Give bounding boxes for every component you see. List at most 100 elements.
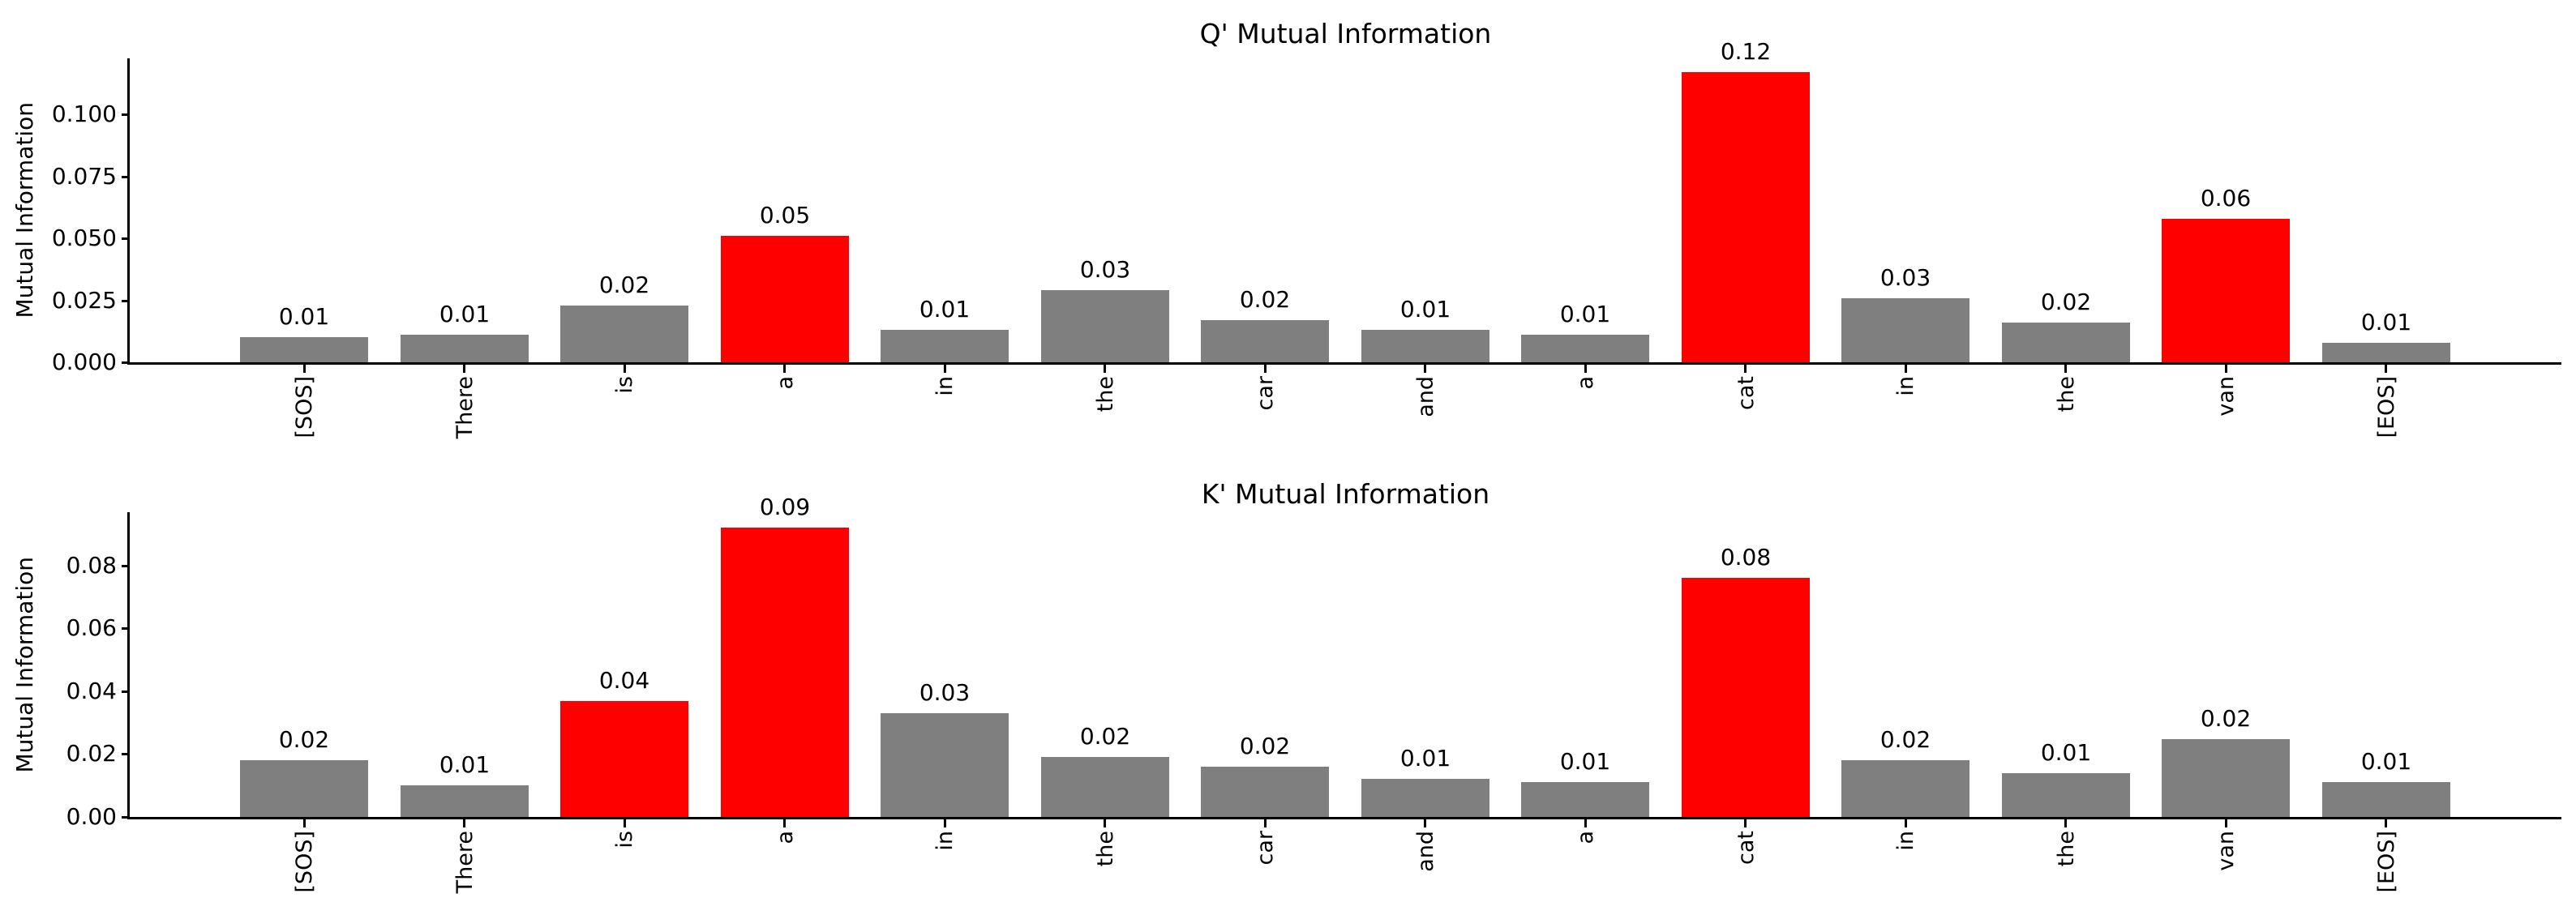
x-tick: [624, 819, 626, 827]
bar: [1041, 757, 1169, 817]
x-tick-label-text: cat: [1733, 831, 1759, 865]
bar-value-label: 0.08: [1720, 544, 1772, 571]
x-tick-label: is: [600, 376, 649, 394]
x-tick: [2225, 819, 2227, 827]
x-tick: [1424, 819, 1426, 827]
x-axis-spine: [127, 817, 2561, 819]
x-tick-label-text: There: [452, 831, 478, 894]
x-tick-label-text: cat: [1733, 376, 1759, 410]
x-tick: [1104, 365, 1106, 373]
x-tick-label: [EOS]: [2362, 831, 2411, 893]
x-tick-label-text: There: [452, 376, 478, 439]
y-tick-label: 0.04: [66, 678, 117, 704]
bar-value-label: 0.06: [2200, 185, 2252, 212]
x-tick: [783, 365, 786, 373]
bar: [240, 760, 368, 817]
x-tick-label: car: [1241, 831, 1289, 866]
bar: [881, 713, 1009, 817]
x-tick-label: is: [600, 831, 649, 849]
bar: [1841, 298, 1970, 362]
x-tick-label: a: [1561, 831, 1609, 844]
bar: [240, 337, 368, 362]
y-tick-label: 0.025: [51, 287, 117, 314]
bar-value-label: 0.02: [2040, 289, 2092, 315]
y-tick-label: 0.08: [66, 552, 117, 579]
x-tick-label-text: a: [1572, 831, 1598, 844]
x-tick-label-text: and: [1412, 376, 1438, 417]
x-tick: [2385, 819, 2387, 827]
bar: [1361, 330, 1489, 362]
x-tick-label-text: [EOS]: [2373, 831, 2399, 893]
bar: [1841, 760, 1970, 817]
y-tick-label: 0.02: [66, 740, 117, 767]
x-tick-label: There: [440, 831, 489, 893]
bar: [2322, 782, 2450, 817]
y-tick-label: 0.100: [51, 100, 117, 127]
bar: [1682, 72, 1810, 362]
x-tick-label: van: [2201, 831, 2250, 871]
bar: [1361, 779, 1489, 817]
bar: [721, 528, 849, 817]
x-tick-label: a: [1561, 376, 1609, 390]
x-tick-label: and: [1401, 831, 1450, 872]
x-tick-label-text: is: [611, 376, 637, 394]
x-tick-label: [EOS]: [2362, 376, 2411, 438]
x-tick: [1264, 365, 1267, 373]
x-tick-label: the: [1081, 831, 1129, 866]
x-tick: [463, 819, 465, 827]
x-tick-label-text: car: [1252, 831, 1278, 866]
x-tick-label-text: a: [772, 831, 798, 844]
x-tick: [944, 819, 946, 827]
x-tick: [624, 365, 626, 373]
x-tick-label-text: the: [2053, 376, 2079, 413]
x-tick-label: the: [2042, 831, 2090, 866]
bar: [2002, 773, 2130, 817]
bar-value-label: 0.02: [1239, 733, 1291, 759]
x-axis-spine: [127, 362, 2561, 365]
x-tick-label: [SOS]: [280, 831, 328, 893]
y-tick: [122, 113, 130, 116]
x-tick: [1905, 819, 1907, 827]
y-tick-label: 0.000: [51, 348, 117, 375]
x-tick-label-text: a: [772, 376, 798, 390]
y-axis-label-text: Mutual Information: [11, 102, 38, 319]
bar-value-label: 0.01: [1399, 745, 1451, 772]
bar: [560, 306, 688, 362]
x-tick-label-text: in: [932, 831, 958, 851]
bar-value-label: 0.01: [1399, 296, 1451, 323]
bar-value-label: 0.01: [1559, 301, 1611, 327]
x-tick-label: in: [920, 376, 969, 396]
bar-value-label: 0.03: [1879, 264, 1931, 291]
x-tick: [2064, 819, 2067, 827]
y-axis-label-text: Mutual Information: [11, 556, 38, 773]
x-tick-label-text: van: [2213, 376, 2239, 417]
bar: [721, 236, 849, 362]
x-tick: [463, 365, 465, 373]
y-axis-spine: [127, 58, 130, 365]
x-tick-label: the: [2042, 376, 2090, 412]
bar: [2162, 219, 2290, 362]
x-tick: [1104, 819, 1106, 827]
bar: [881, 330, 1009, 362]
x-tick-label-text: in: [1892, 376, 1918, 396]
x-tick: [1905, 365, 1907, 373]
bar-value-label: 0.02: [1239, 286, 1291, 313]
x-tick-label: [SOS]: [280, 376, 328, 438]
y-tick: [122, 176, 130, 178]
y-tick: [122, 627, 130, 630]
bar: [1521, 335, 1649, 362]
x-tick-label-text: the: [1092, 376, 1118, 413]
bar-value-label: 0.01: [919, 296, 971, 323]
x-tick: [1424, 365, 1426, 373]
x-tick: [303, 819, 306, 827]
y-tick: [122, 361, 130, 364]
y-tick: [122, 565, 130, 567]
bar-value-label: 0.02: [1879, 726, 1931, 753]
x-tick-label-text: and: [1412, 831, 1438, 872]
bar-value-label: 0.02: [1079, 723, 1131, 750]
x-tick: [2385, 365, 2387, 373]
bar-value-label: 0.12: [1720, 38, 1772, 65]
y-axis-label: Mutual Information: [6, 58, 42, 362]
